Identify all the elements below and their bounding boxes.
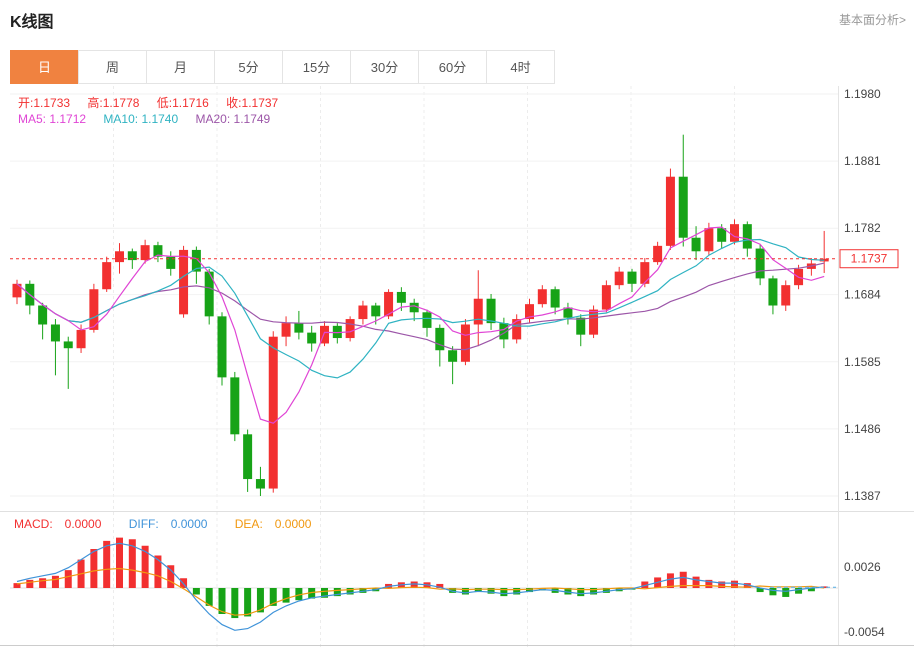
macd-info: MACD: 0.0000 DIFF: 0.0000 DEA: 0.0000: [14, 517, 335, 531]
ma20-line: [16, 262, 825, 351]
fundamental-analysis-link[interactable]: 基本面分析>: [838, 13, 906, 27]
svg-text:1.1684: 1.1684: [844, 288, 881, 302]
diff-label: DIFF:: [128, 517, 159, 531]
svg-text:1.1881: 1.1881: [844, 154, 881, 168]
candlestick-canvas[interactable]: 1.1980 1.1881 1.1782 1.1684 1.1585 1.1486 1.13…: [0, 86, 914, 512]
svg-text:1.1486: 1.1486: [844, 422, 881, 436]
close-value: 1.1737: [241, 96, 279, 110]
bottom-border: [0, 645, 914, 646]
macd-label: MACD:: [14, 517, 53, 531]
open-label: 开:: [18, 96, 34, 110]
svg-text:1.1387: 1.1387: [844, 489, 881, 503]
ma5-label: MA5:: [18, 112, 47, 126]
tab-4hour[interactable]: 4时: [486, 50, 555, 84]
tab-5min[interactable]: 5分: [214, 50, 283, 84]
ma-info: MA5: 1.1712 MA10: 1.1740 MA20: 1.1749: [18, 112, 284, 126]
current-price-tag: [839, 249, 899, 269]
low-value: 1.1716: [172, 96, 209, 110]
ma20-label: MA20:: [195, 112, 231, 126]
diff-value: 0.0000: [170, 517, 208, 531]
page-title: K线图: [10, 14, 54, 31]
tab-30min[interactable]: 30分: [350, 50, 419, 84]
tab-month[interactable]: 月: [146, 50, 215, 84]
ma20-value: 1.1749: [233, 112, 271, 126]
diff-line: [16, 542, 825, 631]
svg-text:-0.0054: -0.0054: [844, 625, 885, 639]
macd-value: 0.0000: [64, 517, 102, 531]
panel-divider: [0, 511, 914, 512]
macd-canvas[interactable]: 0.0026 -0.0054: [0, 512, 914, 647]
ma10-line: [16, 238, 825, 379]
svg-text:1.1782: 1.1782: [844, 221, 881, 235]
svg-text:0.0026: 0.0026: [844, 560, 881, 574]
ma5-line: [16, 226, 825, 424]
macd-panel[interactable]: 0.0026 -0.0054 MACD: 0.0000 DIFF: 0.0000 DE…: [0, 512, 914, 647]
high-label: 高:: [87, 96, 103, 110]
dea-value: 0.0000: [274, 517, 312, 531]
dea-line: [16, 567, 825, 616]
open-value: 1.1733: [33, 96, 71, 110]
ma10-label: MA10:: [103, 112, 139, 126]
svg-text:1.1585: 1.1585: [844, 355, 881, 369]
close-label: 收:: [226, 96, 242, 110]
tab-15min[interactable]: 15分: [282, 50, 351, 84]
period-tabbar: 日 周 月 5分 15分 30分 60分 4时: [10, 50, 555, 84]
tab-day[interactable]: 日: [10, 50, 79, 84]
tab-60min[interactable]: 60分: [418, 50, 487, 84]
candlestick-chart[interactable]: 1.1980 1.1881 1.1782 1.1684 1.1585 1.1486 1.13…: [0, 86, 914, 512]
high-value: 1.1778: [102, 96, 140, 110]
svg-text:1.1980: 1.1980: [844, 87, 881, 101]
dea-label: DEA:: [234, 517, 263, 531]
ma5-value: 1.1712: [49, 112, 87, 126]
low-label: 低:: [156, 96, 173, 110]
svg-text:1.1737: 1.1737: [851, 252, 888, 266]
axis-divider: [838, 86, 839, 645]
tab-week[interactable]: 周: [78, 50, 147, 84]
ohlc-info: 开:1.1733 高:1.1778 低:1.1716 收:1.1737: [18, 94, 292, 111]
ma10-value: 1.1740: [141, 112, 179, 126]
